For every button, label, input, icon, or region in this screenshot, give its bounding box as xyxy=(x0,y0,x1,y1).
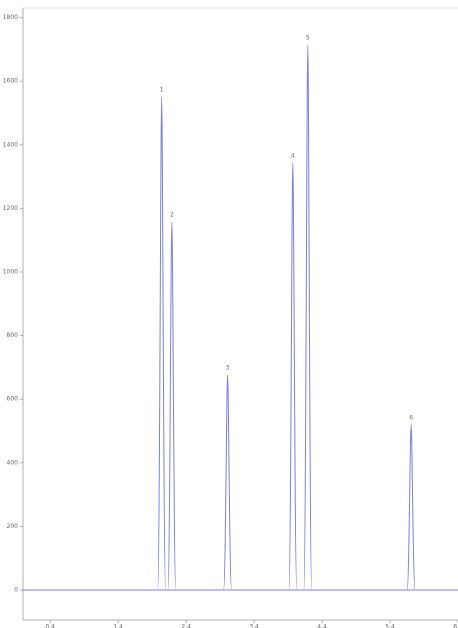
y-tick-label: 400 xyxy=(7,459,19,466)
y-tick-label: 1800 xyxy=(3,14,18,21)
x-tick-label: 4.4 xyxy=(317,624,327,628)
y-tick-label: 1400 xyxy=(3,141,18,148)
peak xyxy=(223,374,233,591)
x-tick-label: 2.4 xyxy=(181,624,191,628)
y-tick-label: 1600 xyxy=(3,78,18,85)
peak-label: 2 xyxy=(170,212,174,219)
peak-label: 1 xyxy=(160,87,164,94)
y-tick-label: 1200 xyxy=(3,205,18,212)
x-tick-label: 5.4 xyxy=(385,624,395,628)
peak-label: 3 xyxy=(226,365,230,372)
peak xyxy=(288,162,298,591)
y-tick-label: 600 xyxy=(7,396,19,403)
x-tick-label: 1.4 xyxy=(113,624,123,628)
y-tick-label: 1000 xyxy=(3,269,18,276)
peak-label: 6 xyxy=(409,414,413,421)
peak xyxy=(303,44,313,591)
y-tick-label: 800 xyxy=(7,332,19,339)
peak xyxy=(167,221,177,591)
peak-label: 4 xyxy=(291,152,295,159)
peak xyxy=(157,96,167,591)
x-tick-label: 6.4 xyxy=(453,624,458,628)
y-tick-label: 200 xyxy=(7,523,19,530)
x-tick-label: 3.4 xyxy=(249,624,259,628)
y-tick-label: 0 xyxy=(14,587,18,594)
peak-label: 5 xyxy=(306,34,310,41)
x-tick-label: 0.4 xyxy=(45,624,55,628)
peak xyxy=(406,424,416,591)
